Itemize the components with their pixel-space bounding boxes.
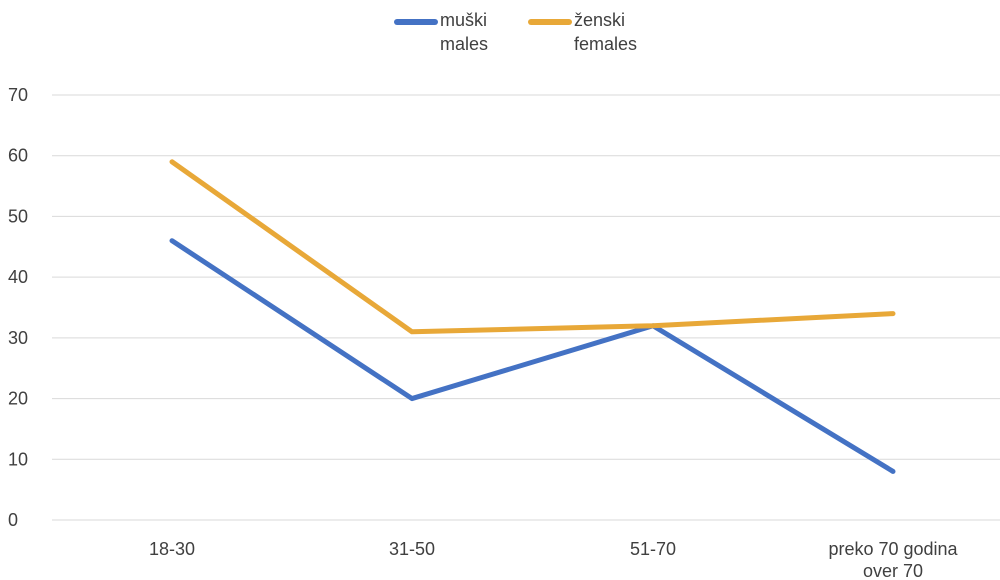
x-tick-label-line: 31-50 xyxy=(389,539,435,559)
legend-label-females-line2: females xyxy=(574,34,638,54)
legend: muški males ženski females xyxy=(0,8,1000,68)
x-tick-label-line: 18-30 xyxy=(149,539,195,559)
legend-item-females: ženski females xyxy=(528,8,637,56)
series-line-males xyxy=(169,238,896,474)
legend-item-males: muški males xyxy=(394,8,488,56)
legend-label-males: muški males xyxy=(440,8,488,56)
legend-swatch-females xyxy=(528,19,572,25)
legend-label-males-line2: males xyxy=(440,34,489,54)
x-tick-label: 31-50 xyxy=(389,539,435,559)
x-tick-label-line: over 70 xyxy=(863,561,923,580)
series-line-females xyxy=(169,159,896,335)
y-tick-label: 20 xyxy=(8,389,28,409)
legend-label-females-line1: ženski xyxy=(574,10,626,30)
y-tick-label: 50 xyxy=(8,206,28,226)
x-tick-label-line: 51-70 xyxy=(630,539,676,559)
y-tick-label: 30 xyxy=(8,328,28,348)
x-tick-label: 18-30 xyxy=(149,539,195,559)
x-tick-label-line: preko 70 godina xyxy=(828,539,958,559)
x-tick-label: preko 70 godina over 70 xyxy=(828,539,958,580)
legend-swatch-males xyxy=(394,19,438,25)
y-tick-label: 40 xyxy=(8,267,28,287)
y-tick-label: 10 xyxy=(8,449,28,469)
y-tick-label: 70 xyxy=(8,85,28,105)
legend-label-females: ženski females xyxy=(574,8,637,56)
y-tick-label: 0 xyxy=(8,510,18,530)
legend-label-males-line1: muški xyxy=(440,10,488,30)
y-tick-label: 60 xyxy=(8,146,28,166)
x-tick-label: 51-70 xyxy=(630,539,676,559)
